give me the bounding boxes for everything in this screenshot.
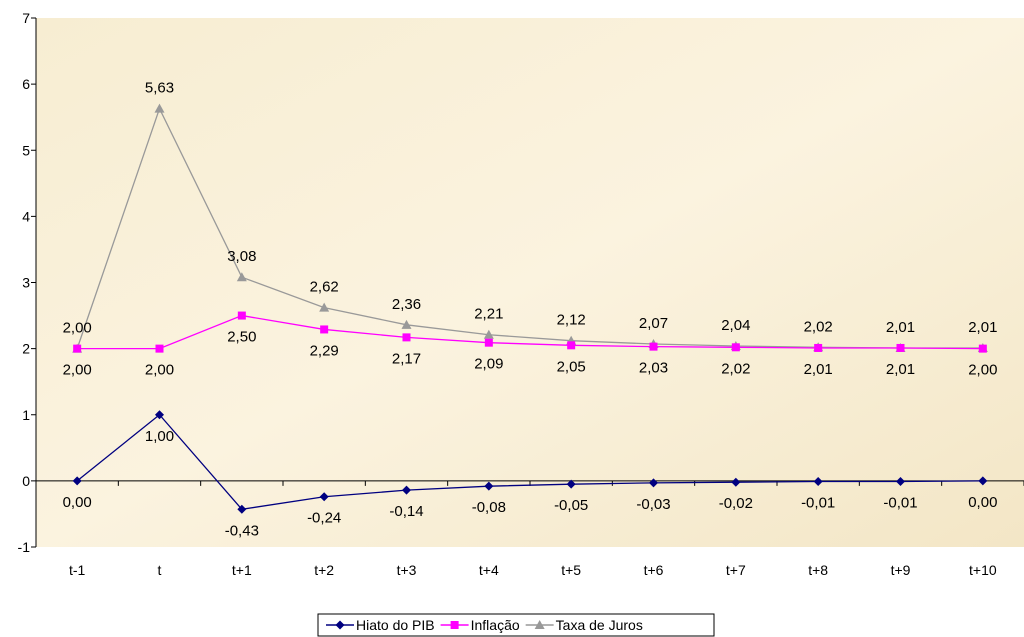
data-point-inflacao [567, 341, 576, 350]
series-line-inflacao [77, 314, 983, 350]
legend-marker-hiato-do-pib [335, 620, 345, 630]
data-point-taxa-de-juros [154, 103, 165, 113]
series-line-hiato-do-pib [76, 413, 983, 511]
legend-marker-taxa-de-juros [534, 620, 545, 629]
data-point-hiato-do-pib [896, 477, 905, 487]
legend-marker-inflacao [450, 621, 459, 629]
y-tick-label: -1 [18, 539, 31, 555]
data-label-inflacao: 2,00 [968, 362, 997, 379]
x-tick-label: t+6 [644, 562, 664, 578]
plot-area [36, 18, 1024, 547]
y-tick-label: 4 [22, 208, 30, 224]
data-point-inflacao [896, 343, 905, 352]
data-point-hiato-do-pib [813, 477, 823, 487]
data-point-inflacao [237, 311, 246, 320]
y-tick-label: 7 [22, 10, 30, 26]
data-label-taxa-de-juros: 2,12 [557, 312, 586, 329]
y-tick-label: 0 [22, 473, 30, 489]
data-label-taxa-de-juros: 2,36 [392, 296, 421, 313]
data-label-taxa-de-juros: 2,00 [63, 320, 92, 337]
data-point-hiato-do-pib [402, 485, 411, 495]
y-tick-label: 5 [22, 142, 30, 158]
data-label-inflacao: 2,05 [557, 358, 586, 375]
data-label-hiato-do-pib: -0,14 [389, 503, 423, 520]
data-point-taxa-de-juros [236, 272, 247, 282]
x-tick-label: t-1 [69, 562, 86, 578]
data-point-hiato-do-pib [319, 492, 329, 502]
data-label-hiato-do-pib: -0,01 [883, 495, 917, 512]
data-label-taxa-de-juros: 2,21 [474, 306, 503, 323]
data-label-inflacao: 2,03 [639, 360, 668, 377]
x-tick-label: t+9 [891, 562, 911, 578]
data-label-inflacao: 2,01 [886, 361, 915, 378]
data-point-inflacao [484, 338, 493, 347]
data-point-inflacao [731, 343, 740, 352]
data-label-taxa-de-juros: 2,01 [968, 319, 997, 336]
data-label-taxa-de-juros: 2,01 [886, 319, 915, 336]
data-label-inflacao: 2,02 [721, 360, 750, 377]
data-label-taxa-de-juros: 2,62 [310, 279, 339, 296]
x-tick-label: t+5 [561, 562, 581, 578]
data-label-inflacao: 2,01 [804, 361, 833, 378]
data-label-hiato-do-pib: -0,05 [554, 497, 588, 514]
data-point-taxa-de-juros [483, 329, 494, 339]
data-label-hiato-do-pib: 0,00 [63, 494, 92, 511]
y-tick-label: 2 [22, 341, 30, 357]
y-tick-label: 1 [22, 407, 30, 423]
data-label-taxa-de-juros: 5,63 [145, 80, 174, 97]
data-point-inflacao [320, 325, 329, 334]
data-label-hiato-do-pib: -0,24 [307, 510, 341, 527]
x-tick-label: t+10 [969, 562, 997, 578]
data-label-taxa-de-juros: 2,04 [721, 317, 750, 334]
data-point-taxa-de-juros [401, 319, 412, 329]
x-tick-label: t+1 [232, 562, 252, 578]
data-point-hiato-do-pib [649, 478, 658, 488]
data-point-hiato-do-pib [978, 476, 988, 486]
data-label-hiato-do-pib: -0,02 [719, 495, 753, 512]
data-point-hiato-do-pib [155, 410, 164, 420]
data-label-inflacao: 2,50 [227, 329, 256, 346]
legend-label-taxa-de-juros: Taxa de Juros [556, 617, 643, 633]
data-point-inflacao [814, 343, 823, 352]
data-point-hiato-do-pib [731, 477, 741, 487]
data-label-inflacao: 2,17 [392, 350, 421, 367]
x-tick-label: t+7 [726, 562, 746, 578]
x-tick-label: t+3 [397, 562, 417, 578]
data-point-inflacao [649, 342, 658, 351]
y-tick-label: 6 [22, 76, 30, 92]
data-label-hiato-do-pib: -0,03 [636, 496, 670, 513]
x-tick-label: t+2 [314, 562, 334, 578]
x-tick-label: t+8 [808, 562, 828, 578]
data-point-inflacao [402, 333, 411, 342]
x-tick-label: t [158, 562, 162, 578]
data-label-inflacao: 2,00 [145, 362, 174, 379]
data-point-hiato-do-pib [72, 476, 82, 486]
data-label-hiato-do-pib: -0,08 [472, 499, 506, 516]
data-point-hiato-do-pib [237, 504, 247, 514]
data-label-hiato-do-pib: 0,00 [968, 494, 997, 511]
data-point-hiato-do-pib [484, 481, 494, 491]
data-label-taxa-de-juros: 2,02 [804, 318, 833, 335]
legend-label-hiato-do-pib: Hiato do PIB [356, 617, 435, 633]
data-label-inflacao: 2,29 [310, 342, 339, 359]
data-label-inflacao: 2,00 [63, 362, 92, 379]
legend-label-inflacao: Inflação [471, 617, 520, 633]
data-label-hiato-do-pib: -0,43 [225, 522, 259, 539]
data-label-inflacao: 2,09 [474, 356, 503, 373]
data-label-taxa-de-juros: 3,08 [227, 248, 256, 265]
data-point-taxa-de-juros [319, 302, 330, 312]
y-tick-label: 3 [22, 275, 30, 291]
x-tick-label: t+4 [479, 562, 499, 578]
data-point-inflacao [978, 344, 987, 353]
data-point-hiato-do-pib [566, 479, 576, 489]
data-label-hiato-do-pib: 1,00 [145, 428, 174, 445]
data-point-inflacao [73, 344, 82, 353]
data-label-hiato-do-pib: -0,01 [801, 495, 835, 512]
legend-box [317, 613, 715, 637]
data-label-taxa-de-juros: 2,07 [639, 315, 668, 332]
data-point-inflacao [155, 344, 164, 353]
